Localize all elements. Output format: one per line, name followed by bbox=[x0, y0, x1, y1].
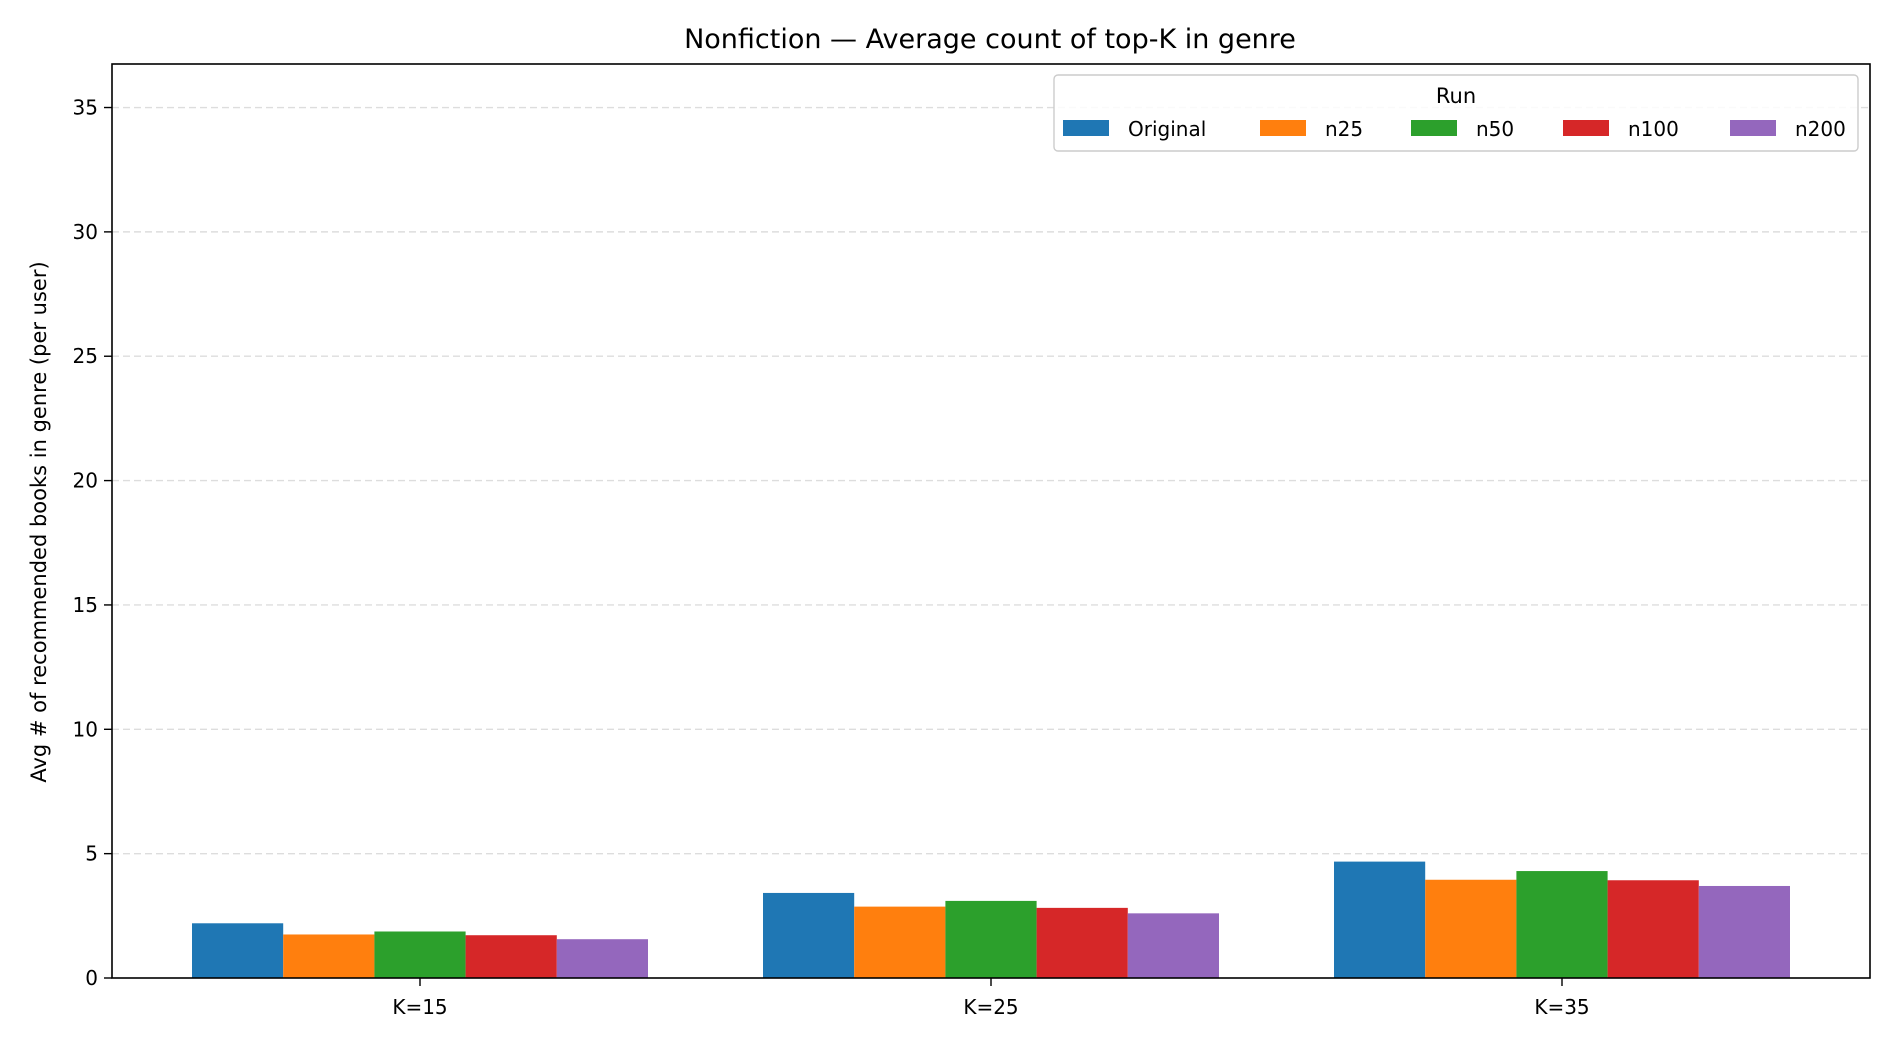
bars bbox=[192, 861, 1790, 978]
legend-frame bbox=[1053, 74, 1859, 152]
legend-label-n200: n200 bbox=[1795, 117, 1846, 141]
legend-label-n100: n100 bbox=[1628, 117, 1679, 141]
bar-n50-k35 bbox=[1516, 871, 1608, 978]
bar-original-k25 bbox=[763, 892, 855, 978]
bar-n200-k25 bbox=[1127, 913, 1219, 978]
bar-n200-k35 bbox=[1698, 885, 1790, 978]
gridlines bbox=[112, 106, 1870, 855]
legend: Run Original n25 n50 n100 n200 bbox=[1053, 74, 1859, 152]
x-tick-label: K=35 bbox=[1534, 995, 1589, 1019]
y-axis: 0 5 10 15 20 25 30 35 bbox=[73, 96, 112, 990]
y-tick-label: 10 bbox=[73, 717, 98, 741]
bar-n50-k15 bbox=[374, 931, 466, 978]
y-tick-label: 5 bbox=[85, 842, 98, 866]
bar-original-k35 bbox=[1334, 861, 1426, 978]
y-tick-label: 25 bbox=[73, 344, 98, 368]
y-tick-label: 15 bbox=[73, 593, 98, 617]
y-tick-label: 30 bbox=[73, 220, 98, 244]
bar-n200-k15 bbox=[556, 939, 648, 978]
bar-n100-k35 bbox=[1607, 880, 1699, 978]
legend-swatch-n100 bbox=[1563, 120, 1609, 136]
y-axis-label: Avg # of recommended books in genre (per… bbox=[27, 261, 51, 782]
plot-frame bbox=[111, 63, 1871, 979]
bar-n100-k15 bbox=[465, 935, 557, 978]
y-tick-label: 20 bbox=[73, 469, 98, 493]
legend-label-n25: n25 bbox=[1325, 117, 1363, 141]
bar-n25-k25 bbox=[854, 906, 946, 978]
bar-n25-k15 bbox=[283, 934, 375, 978]
x-axis: K=15 K=25 K=35 bbox=[392, 978, 1590, 1019]
bar-original-k15 bbox=[192, 923, 284, 978]
legend-swatch-original bbox=[1063, 120, 1109, 136]
y-tick-label: 0 bbox=[85, 966, 98, 990]
bar-n25-k35 bbox=[1425, 879, 1517, 978]
legend-title: Run bbox=[1436, 84, 1476, 108]
legend-swatch-n50 bbox=[1411, 120, 1457, 136]
legend-label-n50: n50 bbox=[1476, 117, 1514, 141]
legend-swatch-n25 bbox=[1260, 120, 1306, 136]
chart-title: Nonfiction — Average count of top-K in g… bbox=[684, 24, 1296, 55]
legend-swatch-n200 bbox=[1730, 120, 1776, 136]
legend-label-original: Original bbox=[1128, 117, 1206, 141]
x-tick-label: K=25 bbox=[963, 995, 1018, 1019]
bar-n100-k25 bbox=[1036, 907, 1128, 978]
bar-n50-k25 bbox=[945, 900, 1037, 978]
y-tick-label: 35 bbox=[73, 96, 98, 120]
x-tick-label: K=15 bbox=[392, 995, 447, 1019]
